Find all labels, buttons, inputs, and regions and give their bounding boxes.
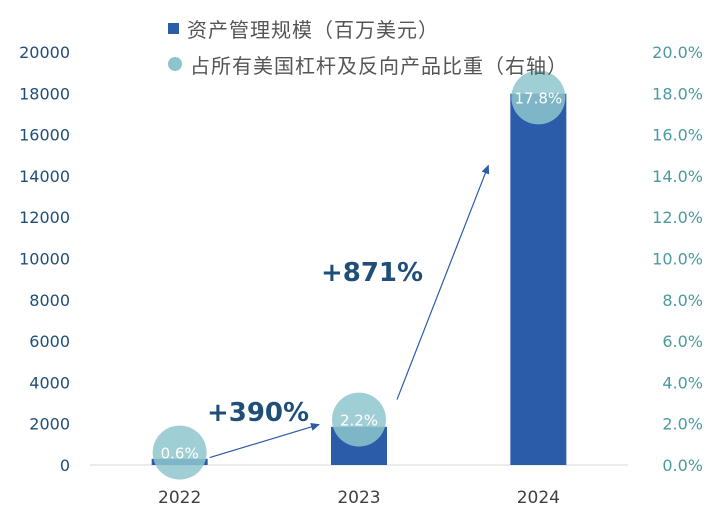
right-tick-label: 2.0%	[662, 415, 703, 434]
percent-data-label: 0.6%	[161, 445, 199, 463]
percent-marker	[332, 392, 386, 447]
legend-item-aum: 资产管理规模（百万美元）	[168, 10, 568, 46]
left-tick-label: 6000	[29, 332, 70, 351]
left-tick-label: 12000	[19, 208, 70, 227]
legend-item-share: 占所有美国杠杆及反向产品比重（右轴）	[168, 46, 568, 82]
right-tick-label: 18.0%	[652, 84, 703, 103]
growth-label: +390%	[207, 398, 309, 428]
x-tick-label: 2024	[517, 488, 560, 508]
legend-label-share: 占所有美国杠杆及反向产品比重（右轴）	[190, 53, 568, 78]
left-tick-label: 8000	[29, 291, 70, 310]
right-tick-label: 4.0%	[662, 373, 703, 392]
left-tick-label: 0	[60, 456, 70, 475]
legend: 资产管理规模（百万美元） 占所有美国杠杆及反向产品比重（右轴）	[168, 10, 568, 82]
right-tick-label: 16.0%	[652, 126, 703, 145]
percent-data-label: 2.2%	[340, 412, 378, 430]
left-tick-label: 16000	[19, 126, 70, 145]
legend-swatch-marker	[168, 57, 182, 71]
bar	[510, 93, 567, 465]
left-axis: 0 2000 4000 6000 8000 10000 12000 14000 16000 180…	[19, 43, 70, 475]
x-tick-label: 2022	[158, 488, 201, 508]
percent-marker-series: 0.6% 2.2% 17.8%	[152, 70, 566, 480]
right-tick-label: 12.0%	[652, 208, 703, 227]
left-tick-label: 2000	[29, 415, 70, 434]
left-tick-label: 18000	[19, 84, 70, 103]
left-tick-label: 10000	[19, 250, 70, 269]
right-tick-label: 20.0%	[652, 43, 703, 62]
left-tick-label: 20000	[19, 43, 70, 62]
percent-data-label: 17.8%	[515, 89, 563, 107]
x-tick-label: 2023	[337, 488, 380, 508]
growth-arrow	[396, 164, 490, 400]
right-tick-label: 0.0%	[662, 456, 703, 475]
percent-marker	[152, 425, 207, 480]
right-axis: 0.0% 2.0% 4.0% 6.0% 8.0% 10.0% 12.0% 14.0% 16.0%…	[652, 43, 703, 475]
right-tick-label: 14.0%	[652, 167, 703, 186]
left-tick-label: 4000	[29, 373, 70, 392]
growth-arrow	[209, 423, 320, 459]
growth-annotations: +390% +871%	[207, 164, 490, 459]
right-tick-label: 10.0%	[652, 250, 703, 269]
legend-label-aum: 资产管理规模（百万美元）	[187, 17, 439, 42]
percent-marker	[511, 70, 566, 125]
growth-label: +871%	[321, 258, 423, 288]
x-axis: 2022 2023 2024	[158, 488, 560, 508]
legend-swatch-bar	[168, 22, 179, 34]
right-tick-label: 6.0%	[662, 332, 703, 351]
left-tick-label: 14000	[19, 167, 70, 186]
right-tick-label: 8.0%	[662, 291, 703, 310]
